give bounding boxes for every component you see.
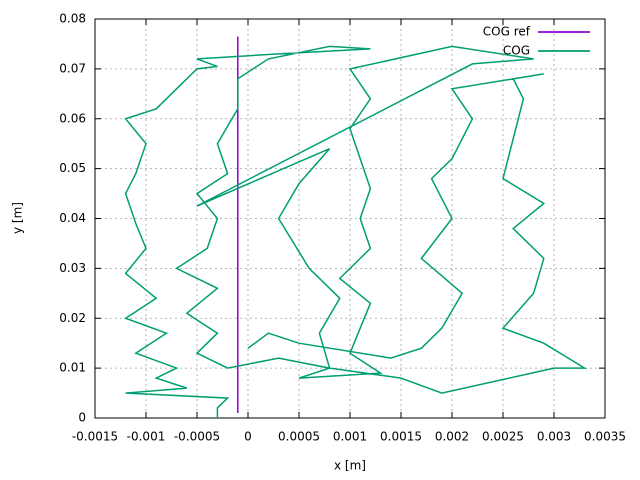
y-tick-label: 0: [78, 411, 86, 425]
y-tick-label: 0.02: [59, 311, 86, 325]
y-tick-label: 0.03: [59, 261, 86, 275]
plot-frame: [94, 18, 606, 419]
y-tick-label: 0.05: [59, 161, 86, 175]
x-tick-label: -0.0005: [174, 430, 220, 444]
x-axis-label: x [m]: [334, 459, 366, 473]
x-tick-label: -0.001: [127, 430, 166, 444]
x-tick-label: 0.003: [537, 430, 571, 444]
series-line: [123, 45, 588, 418]
legend-label: COG ref: [483, 25, 531, 39]
x-tick-label: 0.0005: [278, 430, 320, 444]
legend-label: COG: [503, 44, 530, 58]
x-tick-label: 0.0025: [482, 430, 524, 444]
y-tick-label: 0.06: [59, 111, 86, 125]
x-tick-label: 0: [244, 430, 252, 444]
x-tick-label: 0.0035: [584, 430, 626, 444]
y-tick-label: 0.01: [59, 361, 86, 375]
y-tick-label: 0.08: [59, 12, 86, 26]
x-tick-label: 0.002: [435, 430, 469, 444]
y-axis-label: y [m]: [11, 202, 25, 234]
x-tick-label: 0.001: [333, 430, 367, 444]
y-tick-label: 0.07: [59, 61, 86, 75]
y-tick-label: 0.04: [59, 211, 86, 225]
x-tick-label: 0.0015: [380, 430, 422, 444]
x-tick-label: -0.0015: [72, 430, 118, 444]
